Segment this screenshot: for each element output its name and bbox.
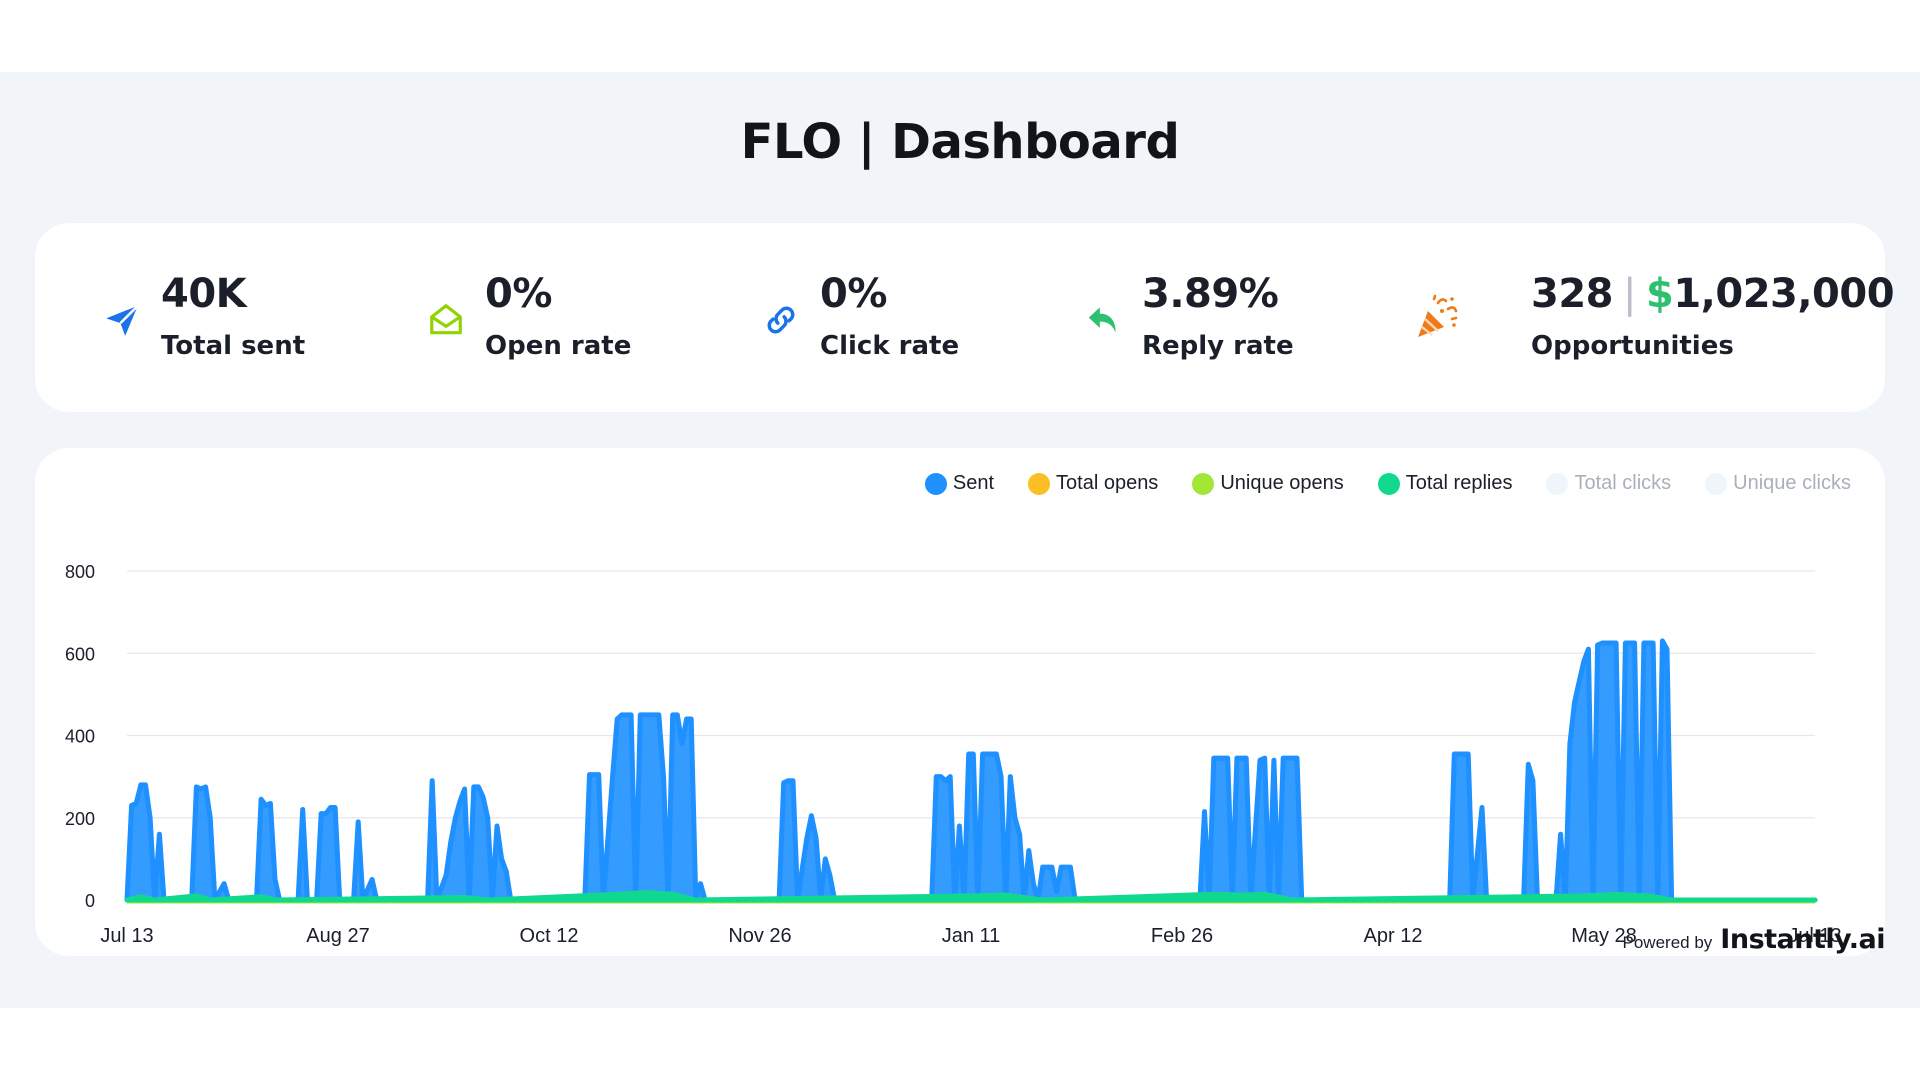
value-separator: | [1623, 271, 1636, 317]
activity-chart: 0 200 400 600 800 Jul 13 Aug 27 Oct 12 Nov 26 Jan… [65, 562, 1842, 947]
legend-dot [1377, 472, 1400, 495]
currency-symbol: $ [1645, 271, 1674, 317]
legend-label: Total clicks [1574, 472, 1672, 494]
powered-by-footer: Powered by Instantly.ai [1622, 924, 1886, 955]
paper-plane-icon [103, 301, 141, 339]
legend-item-sent[interactable]: Sent [924, 472, 995, 495]
x-tick-label: Feb 26 [1151, 925, 1213, 947]
legend-dot [1192, 472, 1215, 495]
legend-label: Total replies [1405, 472, 1513, 494]
x-tick-label: Nov 26 [728, 925, 791, 947]
chart-legend: Sent Total opens Unique opens Total replies… [924, 472, 1851, 495]
opportunities-value: 328 | $1,023,000 [1531, 271, 1895, 317]
total-sent-label: Total sent [161, 331, 306, 361]
stats-card: 40K Total sent 0% Open rate 0% Click rat… [35, 223, 1895, 412]
opportunities-count: 328 [1531, 271, 1614, 317]
reply-arrow-icon [1084, 301, 1122, 339]
y-tick-label: 200 [65, 809, 95, 829]
legend-item-total-opens[interactable]: Total opens [1028, 472, 1158, 495]
legend-item-unique-opens[interactable]: Unique opens [1192, 472, 1344, 495]
x-tick-label: Oct 12 [520, 925, 579, 947]
activity-chart-card: 0 200 400 600 800 Jul 13 Aug 27 Oct 12 Nov 26 Jan… [35, 448, 1885, 956]
legend-label: Unique opens [1220, 472, 1344, 494]
opportunities-amount: 1,023,000 [1673, 271, 1895, 317]
powered-by-label: Powered by [1622, 933, 1713, 952]
legend-item-total-clicks[interactable]: Total clicks [1546, 472, 1671, 495]
click-rate-value: 0% [820, 271, 887, 317]
legend-label: Unique clicks [1733, 472, 1851, 494]
y-tick-label: 600 [65, 644, 95, 664]
legend-dot [1546, 472, 1569, 495]
reply-rate-label: Reply rate [1142, 331, 1294, 361]
instantly-logo[interactable]: Instantly.ai [1720, 924, 1885, 955]
y-tick-label: 0 [85, 891, 95, 911]
x-tick-label: Jul 13 [1788, 925, 1841, 947]
total-sent-value: 40K [161, 271, 247, 317]
x-tick-label: May 28 [1571, 925, 1637, 947]
x-tick-label: Jan 11 [942, 925, 1001, 947]
series-sent-area [124, 638, 1818, 903]
legend-label: Sent [952, 472, 995, 494]
legend-dot [1705, 472, 1728, 495]
y-tick-label: 400 [65, 727, 95, 747]
legend-item-unique-clicks[interactable]: Unique clicks [1705, 472, 1851, 495]
legend-label: Total opens [1056, 472, 1159, 494]
open-envelope-icon [427, 301, 465, 339]
legend-dot [1028, 472, 1051, 495]
y-tick-label: 800 [65, 562, 95, 582]
opportunities-label: Opportunities [1531, 331, 1734, 361]
page-title: FLO | Dashboard [740, 114, 1180, 170]
reply-rate-value: 3.89% [1142, 271, 1279, 317]
legend-item-total-replies[interactable]: Total replies [1377, 472, 1513, 495]
x-tick-label: Apr 12 [1364, 925, 1423, 947]
legend-dot [924, 472, 947, 495]
series-total-replies-area [124, 890, 1818, 903]
link-icon [762, 301, 800, 339]
open-rate-value: 0% [485, 271, 552, 317]
party-popper-icon [1414, 293, 1462, 341]
dashboard-page: FLO | Dashboard 40K Total sent 0% Open r… [0, 72, 1920, 1008]
x-tick-label: Jul 13 [100, 925, 153, 947]
x-tick-label: Aug 27 [306, 925, 369, 947]
open-rate-label: Open rate [485, 331, 632, 361]
click-rate-label: Click rate [820, 331, 960, 361]
